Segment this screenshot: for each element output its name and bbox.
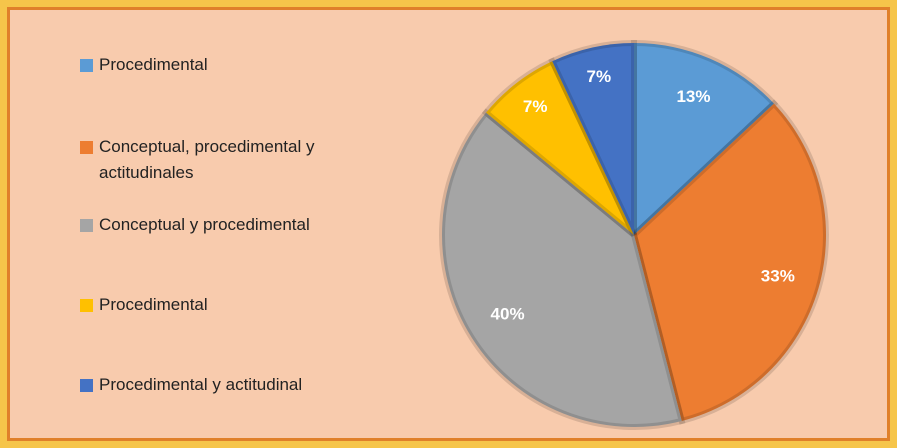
- legend-item: Conceptual y procedimental: [80, 212, 380, 238]
- pie-slice: [439, 108, 686, 430]
- pie-slice: [481, 57, 637, 238]
- chart: 13% 33% 40% 7% 7%: [439, 39, 829, 430]
- legend-label: Procedimental y actitudinal: [99, 375, 303, 394]
- data-label: 13%: [676, 87, 710, 106]
- data-label: 7%: [523, 97, 548, 116]
- legend-swatch: [80, 59, 93, 72]
- chart-frame: Procedimental Conceptual, procedimental y…: [7, 7, 890, 441]
- legend-label: Conceptual y procedimental: [99, 215, 310, 234]
- legend-item: Conceptual, procedimental y actitudinale…: [80, 134, 380, 186]
- data-label: 33%: [761, 266, 795, 285]
- data-label: 40%: [491, 305, 525, 324]
- legend-item: Procedimental: [80, 52, 380, 78]
- legend-swatch: [80, 379, 93, 392]
- pie-slice: [631, 39, 779, 242]
- data-label: 7%: [587, 67, 612, 86]
- legend-label: Procedimental: [99, 295, 208, 314]
- legend-item: Procedimental y actitudinal: [80, 372, 380, 398]
- legend-item: Procedimental: [80, 292, 380, 318]
- pie-slice: [548, 39, 637, 237]
- legend-swatch: [80, 141, 93, 154]
- legend-label: Procedimental: [99, 55, 208, 74]
- legend-label: Conceptual, procedimental y actitudinale…: [99, 137, 315, 182]
- legend-swatch: [80, 299, 93, 312]
- legend-swatch: [80, 219, 93, 232]
- pie-slice: [630, 99, 829, 425]
